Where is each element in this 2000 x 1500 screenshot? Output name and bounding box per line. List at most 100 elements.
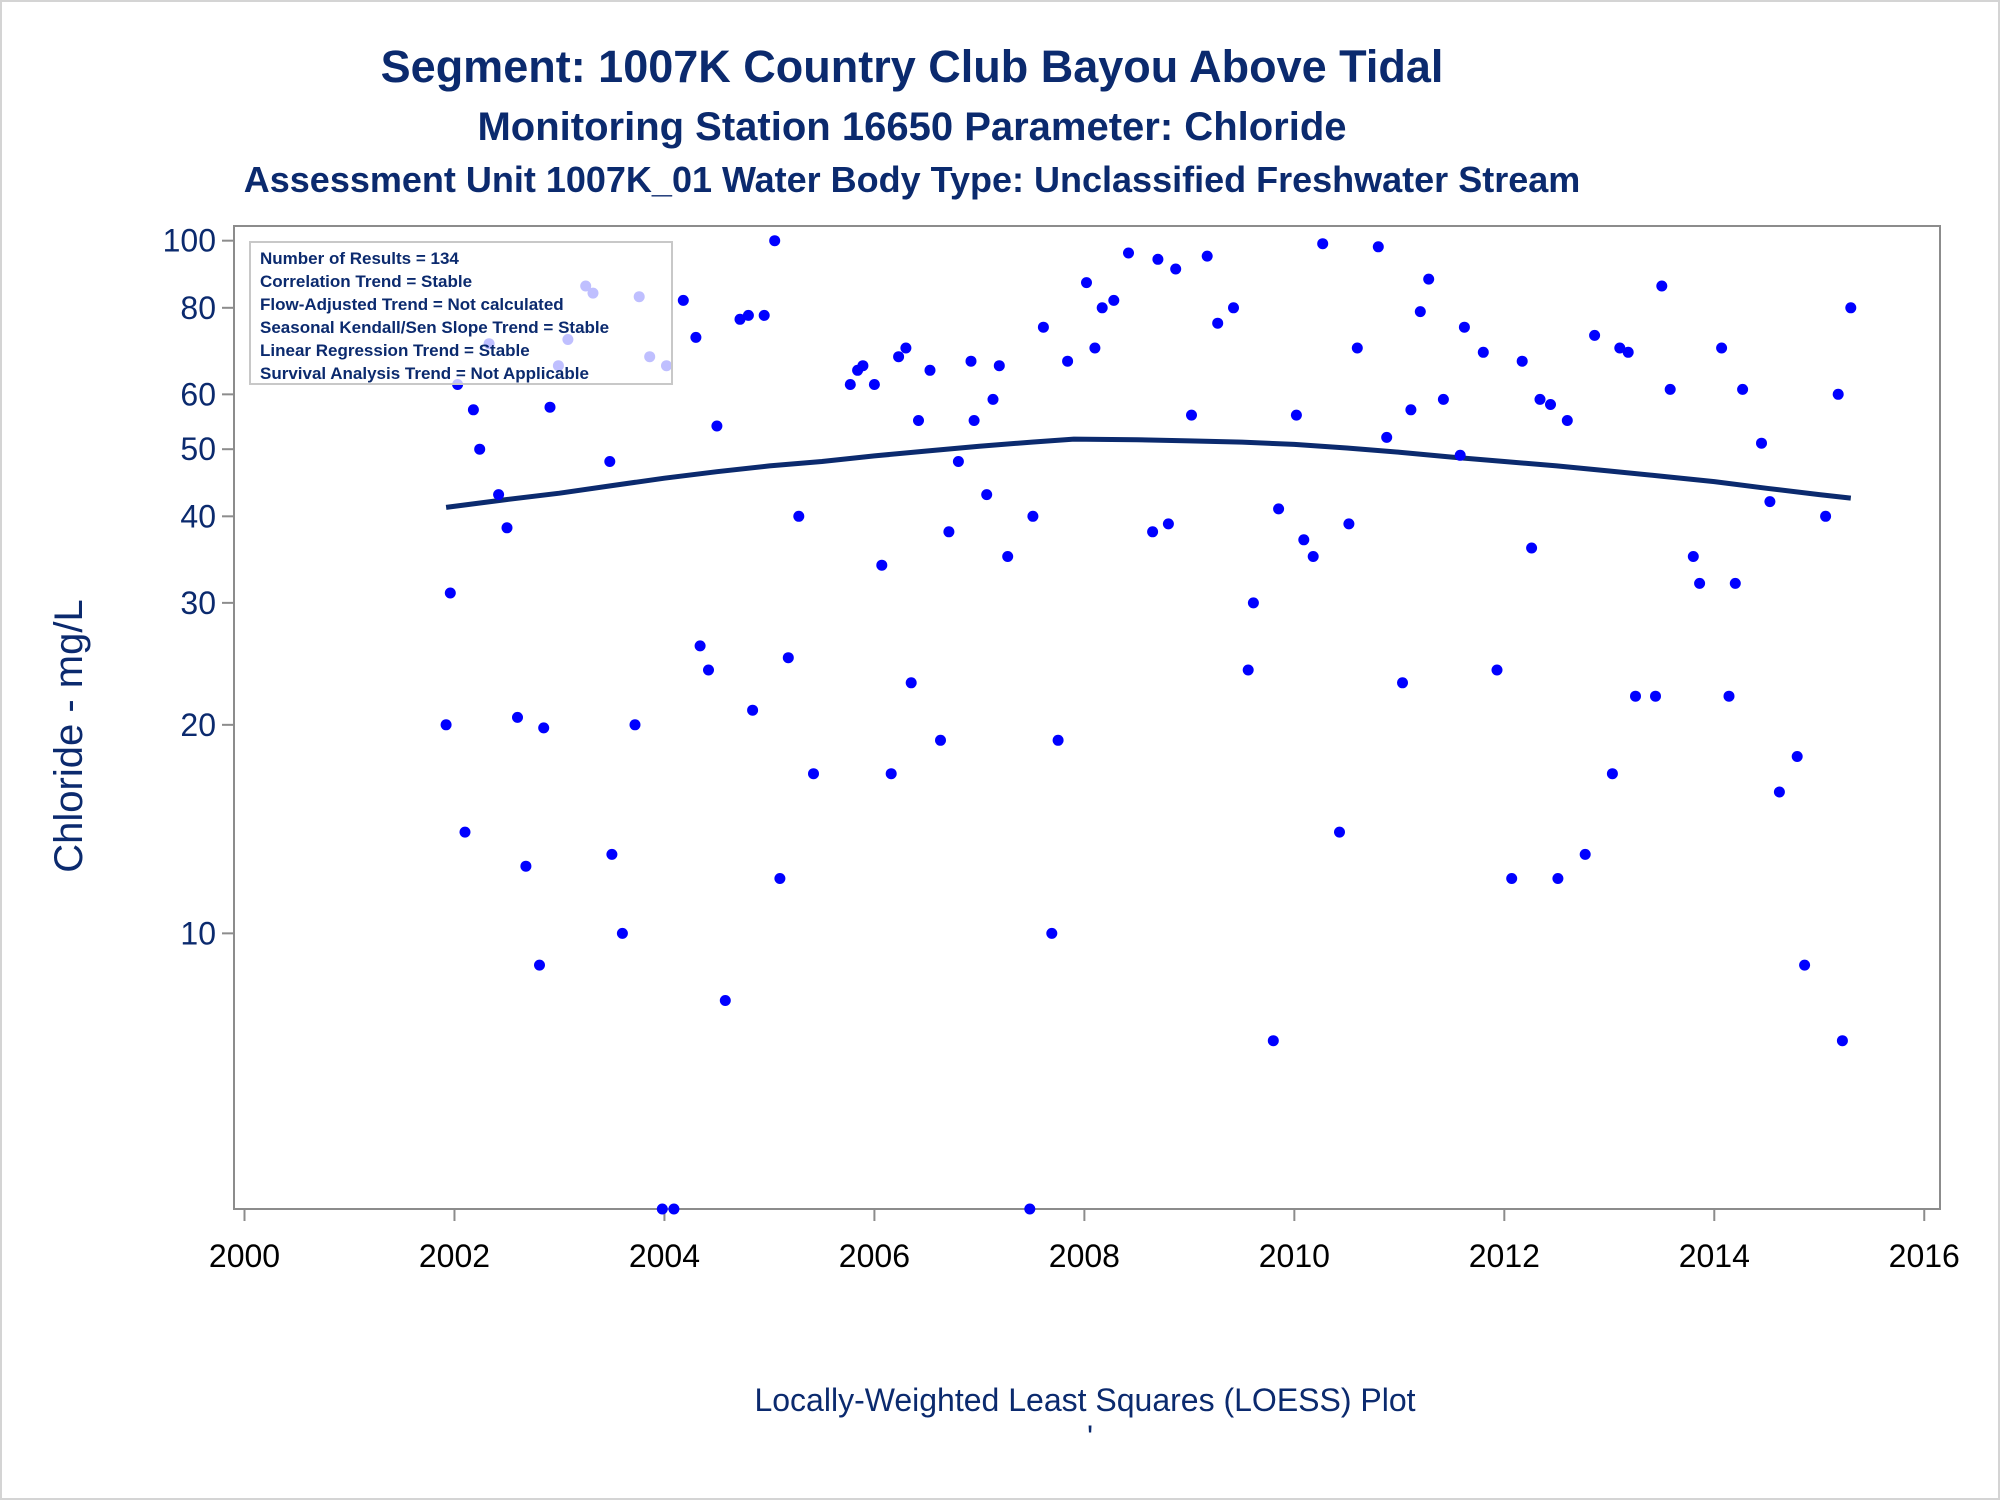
data-point [629, 719, 641, 731]
data-point [1820, 510, 1832, 522]
data-point [459, 826, 471, 838]
data-point [1242, 664, 1254, 676]
data-point [1298, 534, 1310, 546]
data-point [520, 860, 532, 872]
chart-subtitle-2: Assessment Unit 1007K_01 Water Body Type… [244, 159, 1581, 200]
x-tick-label: 2006 [839, 1238, 910, 1274]
x-tick-label: 2012 [1469, 1238, 1540, 1274]
data-point [1212, 317, 1224, 329]
data-point [1397, 677, 1408, 689]
data-point [440, 719, 452, 731]
data-point [1343, 518, 1355, 530]
data-point [1381, 431, 1393, 443]
data-point [1561, 415, 1573, 426]
data-point [616, 927, 628, 939]
data-point [1552, 873, 1564, 884]
data-point [952, 456, 964, 467]
data-point [943, 526, 955, 538]
data-point [1405, 404, 1417, 416]
data-point [1687, 551, 1699, 562]
data-point [1147, 526, 1159, 538]
data-point [905, 677, 917, 689]
data-point [1729, 577, 1741, 589]
x-tick-label: 2010 [1259, 1238, 1330, 1274]
data-point [1791, 751, 1803, 762]
data-point [993, 360, 1005, 372]
stats-box [249, 241, 673, 385]
y-tick-label: 40 [180, 498, 216, 534]
data-point [1002, 551, 1014, 562]
data-point [774, 873, 786, 884]
data-point [987, 393, 999, 405]
data-point [606, 848, 618, 860]
data-point [1423, 273, 1435, 285]
data-point [1162, 518, 1174, 530]
data-point [534, 959, 545, 971]
data-point [742, 309, 754, 321]
data-point [844, 379, 856, 390]
data-point [808, 768, 819, 780]
data-point [1845, 302, 1857, 314]
data-point [1656, 280, 1668, 292]
data-point [656, 1203, 668, 1215]
chart-title: Segment: 1007K Country Club Bayou Above … [381, 41, 1444, 92]
data-point [1351, 342, 1363, 354]
data-point [876, 559, 888, 571]
data-point [1414, 306, 1426, 318]
data-point [1799, 959, 1811, 971]
data-point [544, 401, 556, 413]
data-point [1046, 927, 1058, 939]
stats-line: Flow-Adjusted Trend = Not calculated [260, 295, 564, 314]
data-point [1317, 238, 1329, 250]
data-point [1589, 329, 1601, 341]
x-tick-label: 2004 [629, 1238, 700, 1274]
data-point [1622, 346, 1634, 358]
x-tick-label: 2016 [1889, 1238, 1960, 1274]
data-point [1186, 409, 1197, 421]
y-tick-label: 80 [180, 290, 216, 326]
plot-border [233, 225, 1941, 1210]
stats-line: Seasonal Kendall/Sen Slope Trend = Stabl… [260, 318, 609, 337]
data-point [474, 443, 486, 455]
data-point [1606, 768, 1618, 780]
data-point [1273, 503, 1285, 515]
data-point [1458, 321, 1470, 333]
data-point [1694, 577, 1706, 589]
data-point [1737, 383, 1749, 395]
y-tick-label: 10 [180, 915, 216, 951]
data-point [1096, 302, 1108, 314]
loess-trend-line [445, 436, 1852, 510]
data-point [769, 235, 781, 247]
data-point [1372, 241, 1384, 253]
x-tick-label: 2002 [419, 1238, 490, 1274]
data-point [1526, 542, 1538, 554]
data-point [968, 415, 980, 426]
footnote-mark: ' [1087, 1419, 1093, 1455]
data-point [1764, 496, 1776, 508]
data-point [1614, 342, 1626, 354]
data-point [1664, 383, 1676, 395]
data-point [1506, 873, 1518, 884]
data-point [1773, 786, 1785, 798]
data-point [747, 704, 759, 716]
stats-line: Survival Analysis Trend = Not Applicable [260, 364, 589, 383]
data-point [493, 489, 505, 501]
data-point [1723, 690, 1735, 702]
data-point [734, 313, 746, 325]
data-point [1832, 388, 1844, 400]
stats-line: Correlation Trend = Stable [260, 272, 472, 291]
data-point [1545, 399, 1556, 410]
data-point [1052, 734, 1064, 746]
data-point [1716, 342, 1728, 354]
data-point [1170, 263, 1182, 275]
data-point [868, 379, 880, 390]
data-point [893, 351, 905, 363]
data-point [690, 331, 702, 343]
data-point [1454, 449, 1466, 461]
data-point [677, 294, 689, 306]
data-point [538, 722, 550, 734]
data-point [1027, 510, 1039, 522]
data-point [1477, 346, 1489, 358]
data-point [1307, 551, 1319, 562]
